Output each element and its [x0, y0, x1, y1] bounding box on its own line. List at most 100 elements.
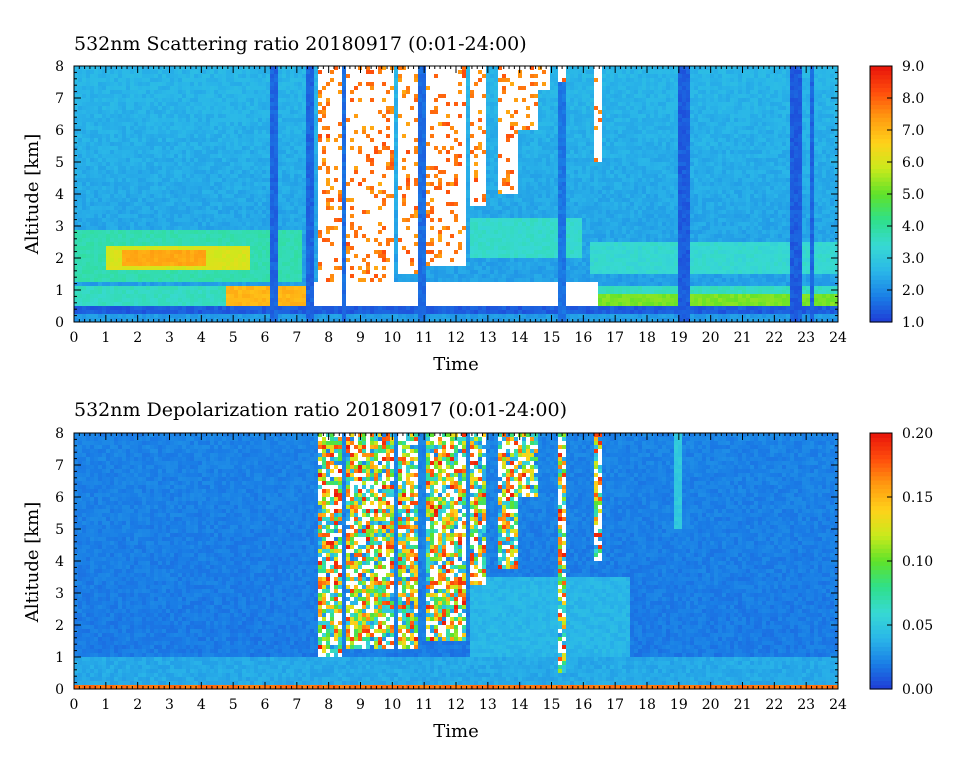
y-tick-label: 6 — [55, 123, 64, 139]
colorbar-segment — [870, 108, 892, 114]
colorbar-segment — [870, 275, 892, 280]
x-tick-label: 8 — [324, 697, 333, 713]
colorbar-segment — [870, 663, 892, 669]
colorbar-segment — [870, 629, 892, 635]
colorbar-segment — [870, 531, 892, 536]
colorbar-segment — [870, 671, 892, 677]
colorbar-segment — [870, 437, 892, 443]
colorbar-segment — [870, 253, 892, 259]
x-tick-label: 7 — [292, 330, 301, 346]
x-tick-label: 15 — [543, 330, 561, 346]
colorbar-segment — [870, 198, 892, 204]
colorbar-segment — [870, 484, 892, 490]
colorbar-segment — [870, 155, 892, 161]
colorbar-segment — [870, 121, 892, 127]
colorbar-segment — [870, 78, 892, 84]
colorbar-segment — [870, 300, 892, 306]
y-tick-label: 2 — [55, 251, 64, 267]
colorbar-segment — [870, 620, 892, 626]
x-tick-label: 3 — [165, 330, 174, 346]
y-tick-label: 5 — [55, 155, 64, 171]
colorbar-segment — [870, 556, 892, 562]
x-tick-label: 15 — [543, 697, 561, 713]
colorbar-segment — [870, 287, 892, 293]
y-tick-label: 7 — [55, 91, 64, 107]
depolarization-ratio-panel: 532nm Depolarization ratio 20180917 (0:0… — [22, 399, 933, 742]
colorbar-segment — [870, 232, 892, 238]
colorbar-segment — [870, 100, 892, 105]
chart-title: 532nm Depolarization ratio 20180917 (0:0… — [74, 399, 567, 421]
colorbar-segment — [870, 181, 892, 187]
x-tick-label: 13 — [479, 697, 497, 713]
y-tick-label: 4 — [55, 187, 64, 203]
colorbar-segment — [870, 548, 892, 554]
colorbar-segment — [870, 309, 892, 315]
colorbar-segment — [870, 112, 892, 118]
colorbar-segment — [870, 479, 892, 485]
x-tick-label: 11 — [415, 330, 433, 346]
colorbar-segment — [870, 578, 892, 583]
colorbar-segment — [870, 607, 892, 613]
colorbar-tick-label: 4.0 — [902, 219, 924, 235]
x-tick-label: 16 — [574, 330, 592, 346]
colorbar-segment — [870, 83, 892, 88]
x-tick-label: 20 — [702, 697, 720, 713]
colorbar-segment — [870, 535, 892, 541]
colorbar-segment — [870, 599, 892, 605]
x-tick-label: 0 — [70, 697, 79, 713]
y-tick-label: 3 — [55, 586, 64, 602]
heatmap-field — [74, 433, 838, 689]
colorbar-tick-label: 3.0 — [902, 251, 924, 267]
colorbar-segment — [870, 637, 892, 643]
y-tick-label: 5 — [55, 522, 64, 538]
x-tick-label: 14 — [511, 697, 529, 713]
colorbar-segment — [870, 684, 892, 690]
x-tick-label: 18 — [638, 697, 656, 713]
colorbar-segment — [870, 189, 892, 195]
colorbar-segment — [870, 172, 892, 178]
x-tick-label: 24 — [829, 697, 847, 713]
colorbar-segment — [870, 164, 892, 169]
heatmap-field — [74, 66, 838, 322]
colorbar-segment — [870, 569, 892, 575]
x-tick-label: 24 — [829, 330, 847, 346]
x-tick-label: 22 — [765, 330, 783, 346]
colorbar-segment — [870, 104, 892, 110]
colorbar-segment — [870, 625, 892, 630]
y-tick-label: 3 — [55, 219, 64, 235]
colorbar-segment — [870, 462, 892, 468]
colorbar-segment — [870, 283, 892, 289]
y-tick-label: 8 — [55, 426, 64, 442]
colorbar-segment — [870, 304, 892, 310]
colorbar-segment — [870, 202, 892, 208]
y-tick-label: 8 — [55, 59, 64, 75]
x-tick-label: 2 — [133, 697, 142, 713]
colorbar-segment — [870, 142, 892, 148]
colorbar-segment — [870, 642, 892, 647]
colorbar-segment — [870, 194, 892, 199]
colorbar-segment — [870, 215, 892, 221]
colorbar-segment — [870, 514, 892, 519]
colorbar-segment — [870, 168, 892, 174]
colorbar-segment — [870, 552, 892, 558]
colorbar-tick-label: 0.10 — [902, 554, 933, 570]
x-tick-label: 1 — [101, 697, 110, 713]
colorbar-segment — [870, 543, 892, 549]
y-tick-label: 7 — [55, 458, 64, 474]
colorbar-segment — [870, 505, 892, 511]
colorbar-segment — [870, 249, 892, 255]
colorbar-segment — [870, 87, 892, 93]
colorbar-segment — [870, 262, 892, 268]
x-tick-label: 12 — [447, 697, 465, 713]
x-tick-label: 0 — [70, 330, 79, 346]
y-tick-label: 1 — [55, 283, 64, 299]
colorbar-segment — [870, 296, 892, 302]
x-tick-label: 2 — [133, 330, 142, 346]
colorbar-segment — [870, 134, 892, 140]
x-tick-label: 9 — [356, 330, 365, 346]
colorbar-segment — [870, 176, 892, 182]
colorbar-segment — [870, 206, 892, 212]
colorbar-segment — [870, 526, 892, 532]
colorbar-segment — [870, 633, 892, 639]
x-tick-label: 18 — [638, 330, 656, 346]
